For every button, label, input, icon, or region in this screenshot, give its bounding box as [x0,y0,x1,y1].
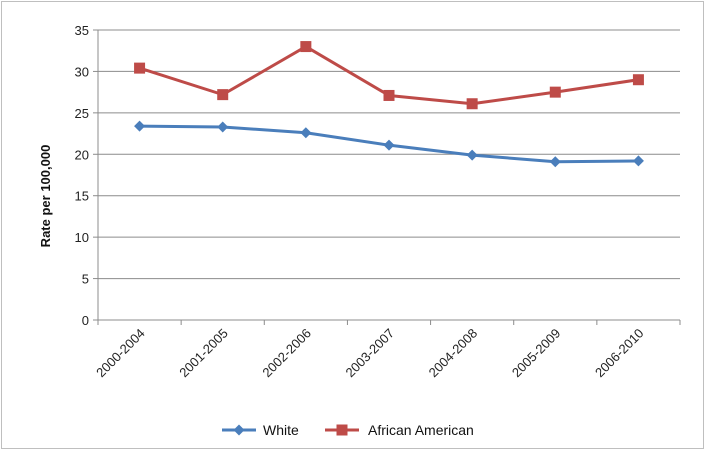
data-point [632,155,644,167]
legend: White African American [222,422,474,438]
x-tick-label: 2002-2006 [259,326,314,381]
axes [93,29,681,325]
x-tick-label: 2003-2007 [343,326,398,381]
data-point [549,156,561,168]
y-tick-labels: 0 5 10 15 20 25 30 35 [75,23,89,328]
data-point [549,86,561,98]
data-point [383,139,395,151]
series-group [134,41,644,168]
data-point [134,62,146,74]
data-point [466,149,478,161]
y-tick-label: 15 [75,189,89,204]
data-point [632,74,644,86]
data-point [217,89,229,101]
x-tick-label: 2004-2008 [426,326,481,381]
data-point [217,121,229,133]
x-tick-label: 2001-2005 [176,326,231,381]
y-tick-label: 0 [82,313,89,328]
series-white [134,120,644,168]
y-tick-label: 5 [82,272,89,287]
legend-label: African American [368,422,474,438]
y-tick-label: 25 [75,106,89,121]
legend-swatch-marker [233,424,245,436]
x-tick-label: 2005-2009 [509,326,564,381]
legend-item: White [222,422,299,438]
x-tick-label: 2006-2010 [592,326,647,381]
y-axis-label: Rate per 100,000 [38,145,53,248]
y-tick-label: 10 [75,230,89,245]
legend-swatch-marker [336,424,348,436]
y-tick-label: 30 [75,64,89,79]
legend-item: African American [325,422,474,438]
y-tick-label: 35 [75,23,89,38]
data-point [466,98,478,110]
x-tick-labels: 2000-2004 2001-2005 2002-2006 2003-2007 2004… [93,326,646,381]
data-point [134,120,146,132]
series-african-american [134,41,644,110]
data-point [300,127,312,139]
gridlines [98,29,680,280]
data-point [300,41,312,53]
x-tick-label: 2000-2004 [93,326,148,381]
y-tick-label: 20 [75,147,89,162]
data-point [383,89,395,101]
legend-label: White [263,422,299,438]
